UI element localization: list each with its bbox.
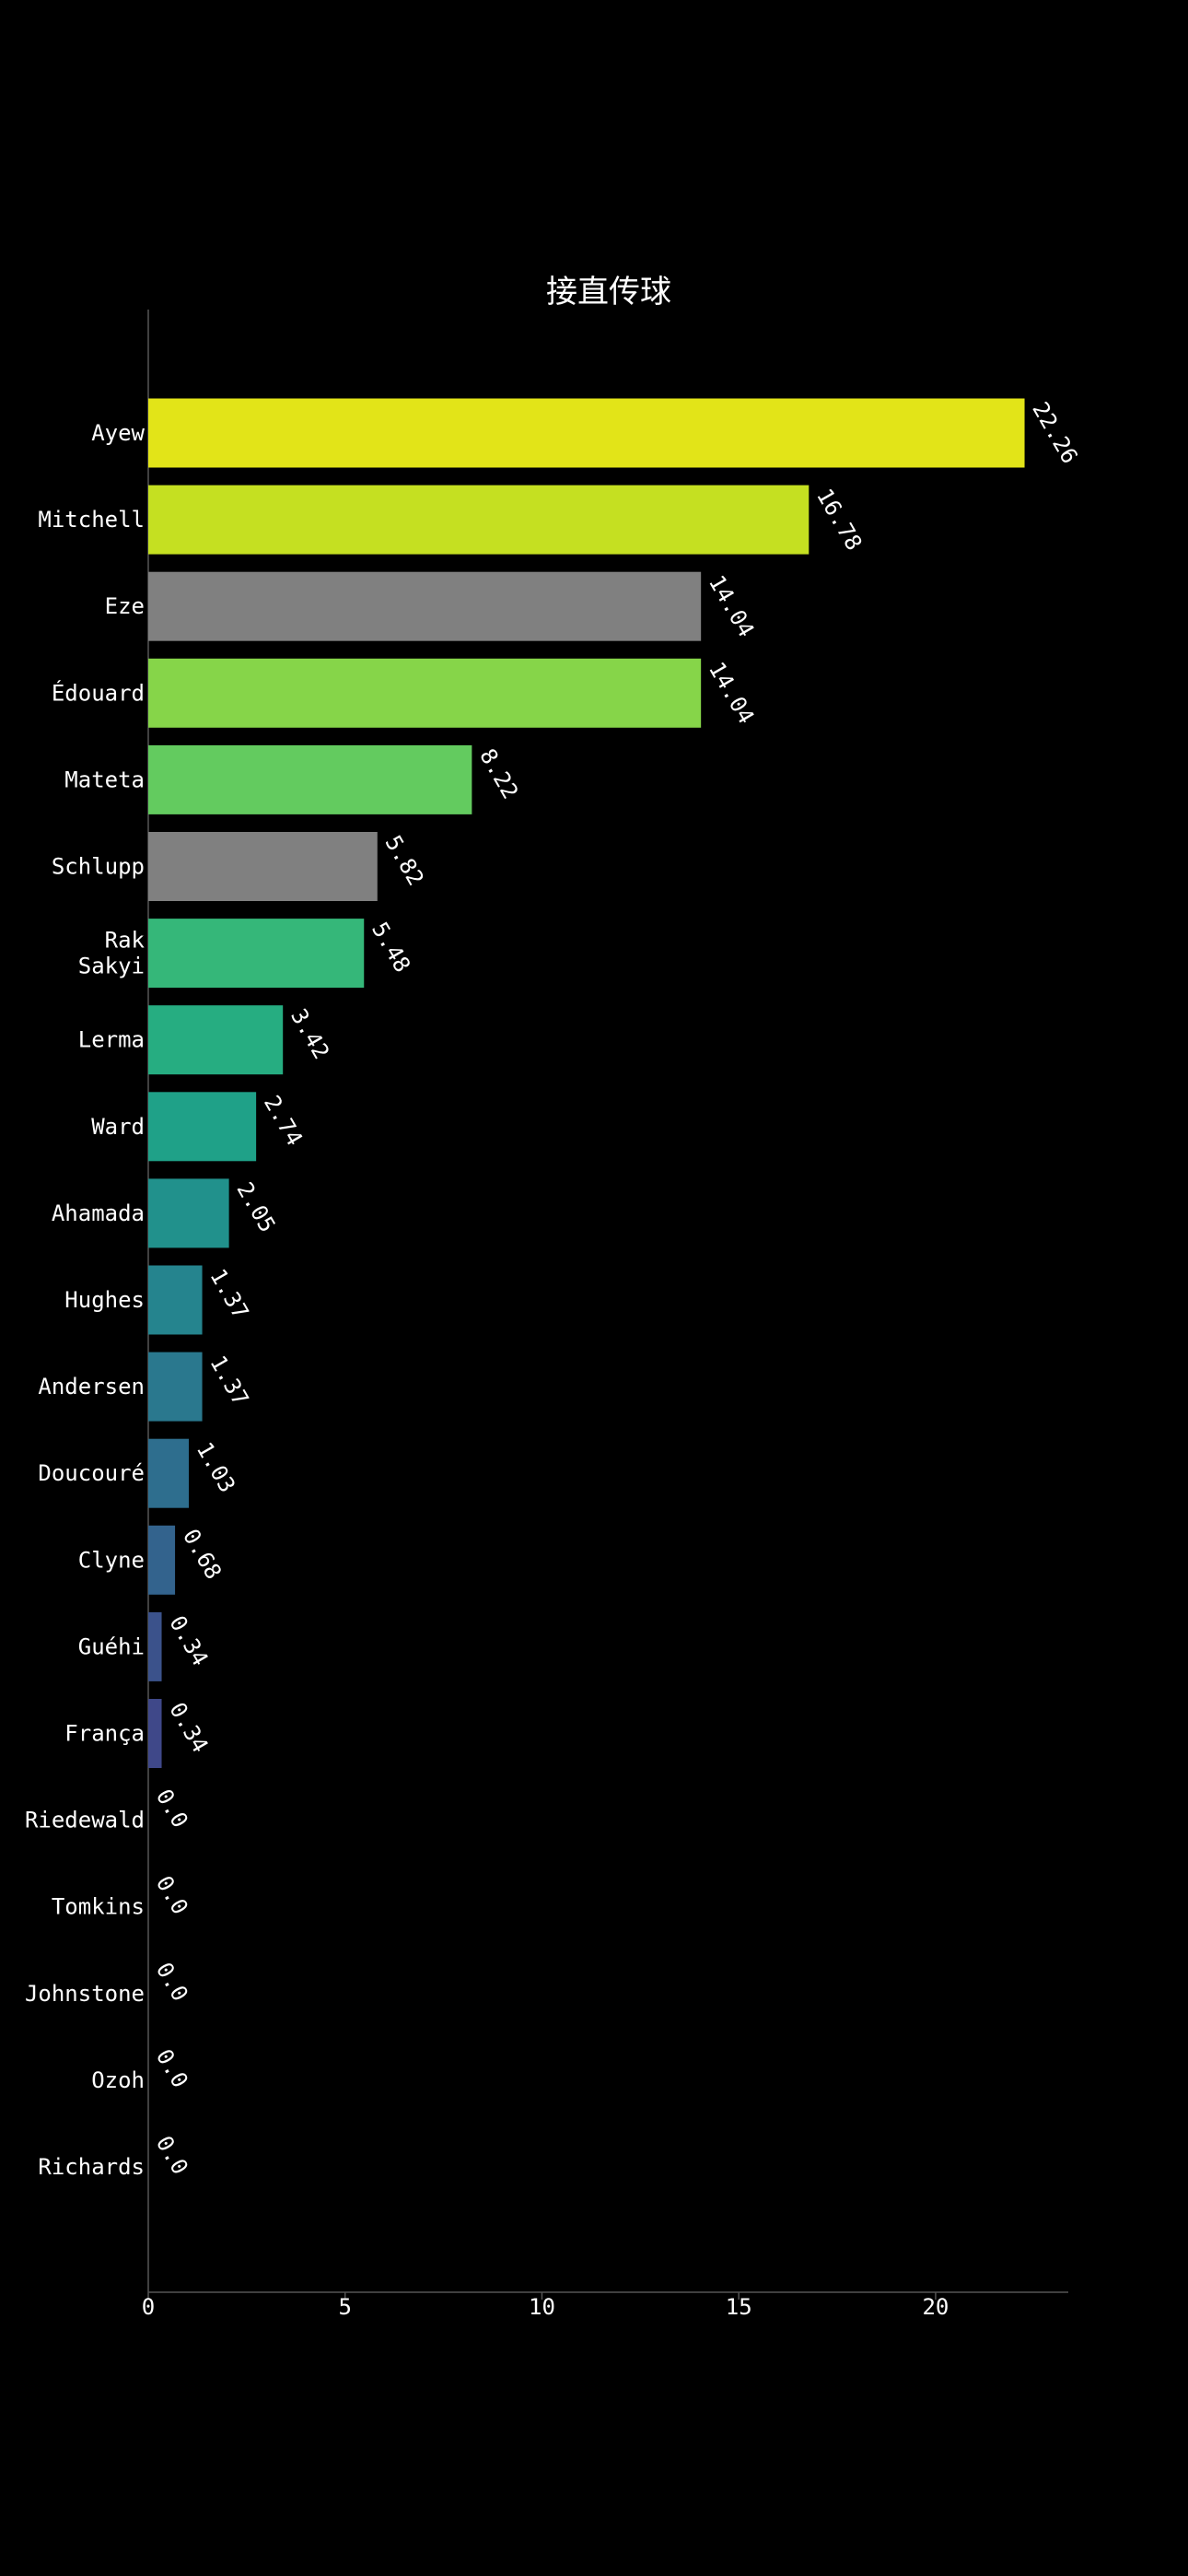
value-label: 0.68 bbox=[178, 1525, 227, 1584]
value-label: 16.78 bbox=[811, 485, 867, 556]
value-label: 0.34 bbox=[164, 1611, 213, 1670]
bars-group bbox=[148, 398, 1025, 1768]
category-label: Rak Sakyi bbox=[78, 928, 146, 979]
x-tick-label: 0 bbox=[142, 2294, 155, 2320]
category-label: Lerma bbox=[78, 1027, 145, 1053]
category-label: Ahamada bbox=[52, 1200, 145, 1226]
category-label: Hughes bbox=[64, 1287, 145, 1313]
value-label: 5.82 bbox=[380, 831, 429, 890]
value-label: 0.34 bbox=[164, 1698, 213, 1757]
bar-1 bbox=[148, 485, 809, 555]
bar-15 bbox=[148, 1699, 162, 1768]
category-label: Mitchell bbox=[38, 507, 145, 533]
value-label: 3.42 bbox=[285, 1004, 334, 1063]
category-label: Clyne bbox=[78, 1547, 145, 1573]
bar-5 bbox=[148, 832, 378, 901]
value-label: 14.04 bbox=[704, 658, 759, 729]
bar-4 bbox=[148, 744, 472, 814]
bar-8 bbox=[148, 1092, 257, 1162]
x-tick-label: 10 bbox=[529, 2294, 555, 2320]
category-label: Tomkins bbox=[52, 1894, 145, 1920]
category-label: Mateta bbox=[64, 767, 145, 792]
bar-9 bbox=[148, 1178, 229, 1248]
value-label: 2.05 bbox=[231, 1177, 280, 1236]
category-label: Doucouré bbox=[38, 1460, 145, 1486]
chart-title: 接直传球 bbox=[546, 274, 671, 310]
value-label: 1.37 bbox=[204, 1352, 253, 1411]
category-label: Eze bbox=[105, 593, 145, 619]
x-tick-label: 20 bbox=[922, 2294, 949, 2320]
value-label: 0.0 bbox=[151, 2044, 193, 2092]
bar-0 bbox=[148, 398, 1025, 468]
value-label: 0.0 bbox=[151, 1785, 193, 1832]
value-label: 0.0 bbox=[151, 1871, 193, 1919]
bar-10 bbox=[148, 1265, 203, 1335]
category-label: Ozoh bbox=[91, 2067, 145, 2093]
category-label: Schlupp bbox=[52, 854, 145, 880]
category-label: Richards bbox=[38, 2154, 145, 2180]
value-label: 2.74 bbox=[259, 1091, 308, 1150]
value-label: 5.48 bbox=[367, 918, 415, 977]
category-labels-group: Ayew Mitchell Eze Édouard Mateta Schlupp Rak Sa… bbox=[25, 420, 146, 2180]
category-label: Riedewald bbox=[25, 1808, 145, 1833]
bar-6 bbox=[148, 919, 365, 989]
category-label: Ward bbox=[91, 1114, 145, 1140]
bar-11 bbox=[148, 1352, 203, 1422]
x-tick-label: 15 bbox=[726, 2294, 752, 2320]
value-label: 8.22 bbox=[474, 744, 523, 803]
category-label: França bbox=[64, 1721, 145, 1747]
value-label: 1.03 bbox=[192, 1438, 240, 1497]
value-label: 22.26 bbox=[1027, 398, 1082, 469]
bar-7 bbox=[148, 1005, 284, 1075]
value-label: 0.0 bbox=[151, 2132, 193, 2180]
bar-12 bbox=[148, 1438, 190, 1508]
bar-2 bbox=[148, 571, 702, 641]
category-label: Édouard bbox=[52, 679, 145, 706]
category-label: Guéhi bbox=[78, 1633, 145, 1659]
value-label: 0.0 bbox=[151, 1958, 193, 2006]
bar-13 bbox=[148, 1525, 176, 1595]
value-label: 14.04 bbox=[704, 571, 759, 642]
x-ticks-group: 0 5 10 15 20 bbox=[142, 2292, 949, 2320]
bar-14 bbox=[148, 1611, 162, 1681]
x-tick-label: 5 bbox=[339, 2294, 352, 2320]
category-label: Ayew bbox=[91, 420, 145, 446]
bar-3 bbox=[148, 658, 702, 728]
category-label: Andersen bbox=[38, 1374, 145, 1399]
value-label: 1.37 bbox=[204, 1265, 253, 1324]
category-label: Johnstone bbox=[25, 1981, 145, 2007]
